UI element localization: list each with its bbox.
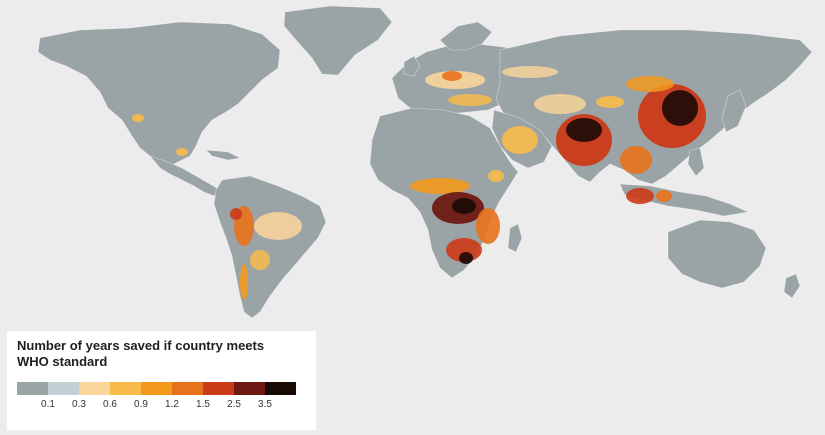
madagascar [507, 223, 523, 253]
japan [721, 89, 747, 133]
legend-swatch [79, 382, 110, 395]
landmasses [37, 5, 813, 319]
uk [403, 55, 421, 77]
hotspot-south-africa [459, 252, 473, 264]
hotspot-horn-africa [488, 170, 504, 182]
hotspot-balkans [448, 94, 492, 106]
legend-tick-label: 0.6 [103, 399, 117, 410]
legend-swatch [110, 382, 141, 395]
hotspot-chile [240, 264, 248, 300]
hotspot-southern-africa [446, 238, 482, 262]
hotspot-brazil [254, 212, 302, 240]
hotspot-ukraine [442, 71, 462, 81]
hotspot-tibet [596, 96, 624, 108]
hotspot-central-america [176, 148, 188, 156]
new-zealand [783, 273, 801, 299]
hotspot-indonesia [626, 188, 654, 204]
hotspot-central-asia [534, 94, 586, 114]
hotspot-central-africa [452, 198, 476, 214]
hotspot-north-india [566, 118, 602, 142]
legend-swatch [172, 382, 203, 395]
hotspot-arabia [502, 126, 538, 154]
map-legend: Number of years saved if country meets W… [7, 331, 316, 430]
central-america [149, 155, 221, 197]
hotspot-russia [502, 66, 558, 78]
australia [667, 219, 767, 289]
scandinavia [439, 21, 493, 51]
legend-tick-label: 3.5 [258, 399, 272, 410]
legend-swatch [203, 382, 234, 395]
legend-swatch [48, 382, 79, 395]
hotspot-peru [230, 208, 242, 220]
hotspot-argentina [250, 250, 270, 270]
hotspot-indochina [620, 146, 652, 174]
legend-title: Number of years saved if country meets W… [17, 338, 307, 370]
legend-swatch [265, 382, 296, 395]
philippines [687, 147, 705, 177]
legend-tick-label: 2.5 [227, 399, 241, 410]
legend-tick-label: 1.5 [196, 399, 210, 410]
hotspot-east-africa [476, 208, 500, 244]
hotspot-mongolia [626, 76, 674, 92]
legend-swatch [234, 382, 265, 395]
hotspot-east-china [662, 90, 698, 126]
hotspot-sahel [410, 178, 470, 194]
hotspot-borneo [656, 190, 672, 202]
hotspot-california [132, 114, 144, 122]
legend-tick-label: 0.9 [134, 399, 148, 410]
legend-title-line-2: WHO standard [17, 354, 108, 369]
legend-tick-label: 0.3 [72, 399, 86, 410]
legend-tick-label: 1.2 [165, 399, 179, 410]
legend-ticks: 0.1 0.3 0.6 0.9 1.2 1.5 2.5 3.5 [17, 399, 307, 415]
pollution-hotspots [132, 66, 706, 300]
legend-tick-label: 0.1 [41, 399, 55, 410]
legend-title-line-1: Number of years saved if country meets [17, 338, 265, 353]
caribbean [205, 149, 241, 161]
greenland [283, 5, 393, 76]
north-america [37, 21, 281, 167]
south-america [213, 175, 327, 319]
legend-swatches [17, 382, 307, 395]
legend-swatch [141, 382, 172, 395]
legend-swatch [17, 382, 48, 395]
